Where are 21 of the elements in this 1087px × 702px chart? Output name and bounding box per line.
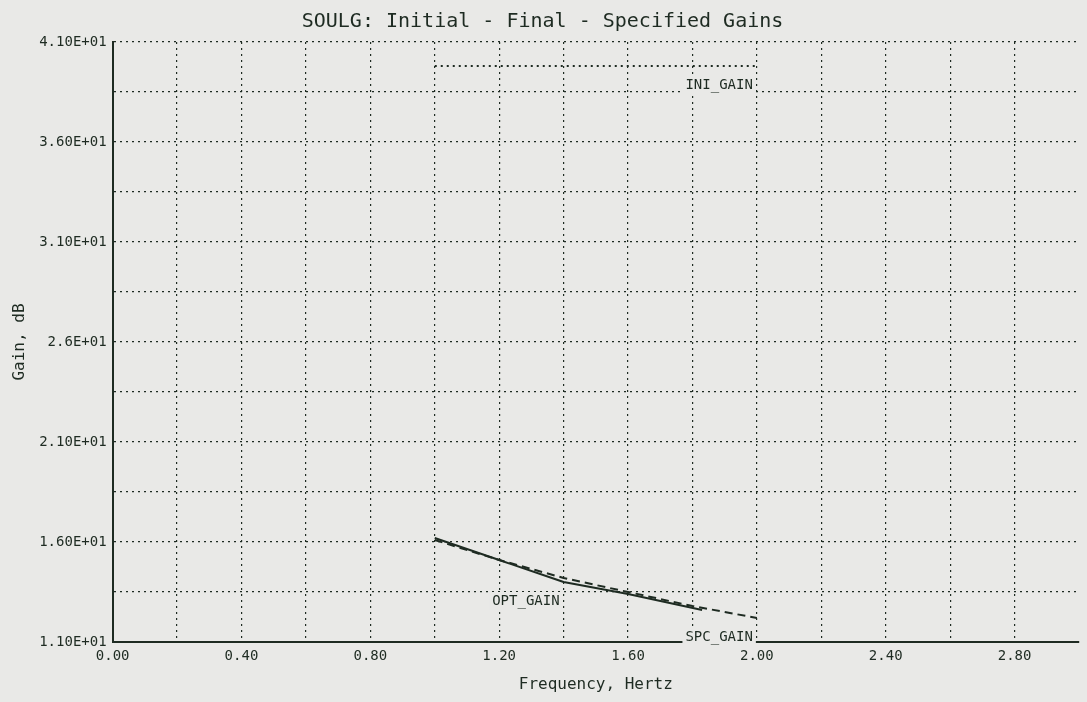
y-tick-label: 2.10E+01 xyxy=(39,432,107,449)
x-tick-label: 0.00 xyxy=(95,647,130,664)
series-label: SPC_GAIN xyxy=(685,627,753,645)
x-tick-label: 0.80 xyxy=(353,647,388,664)
y-axis-title: Gain, dB xyxy=(8,303,28,381)
series-label: INI_GAIN xyxy=(685,75,753,93)
x-tick-label: 2.80 xyxy=(997,647,1032,664)
y-tick-label: 1.60E+01 xyxy=(39,532,107,549)
x-tick-label: 2.00 xyxy=(740,647,774,664)
y-tick-label: 4.10E+01 xyxy=(39,32,107,49)
y-tick-label: 2.6E+01 xyxy=(47,332,107,349)
x-tick-label: 1.60 xyxy=(611,647,645,664)
x-axis-title: Frequency, Hertz xyxy=(518,673,673,693)
series-label: OPT_GAIN xyxy=(492,591,560,609)
chart-title: SOULG: Initial - Final - Specified Gains xyxy=(301,8,784,33)
x-tick-label: 0.40 xyxy=(224,647,259,664)
y-tick-label: 1.10E+01 xyxy=(39,632,107,649)
x-tick-label: 1.20 xyxy=(482,647,517,664)
y-tick-label: 3.60E+01 xyxy=(39,132,107,149)
x-tick-label: 2.40 xyxy=(868,647,903,664)
y-tick-label: 3.10E+01 xyxy=(39,232,107,249)
